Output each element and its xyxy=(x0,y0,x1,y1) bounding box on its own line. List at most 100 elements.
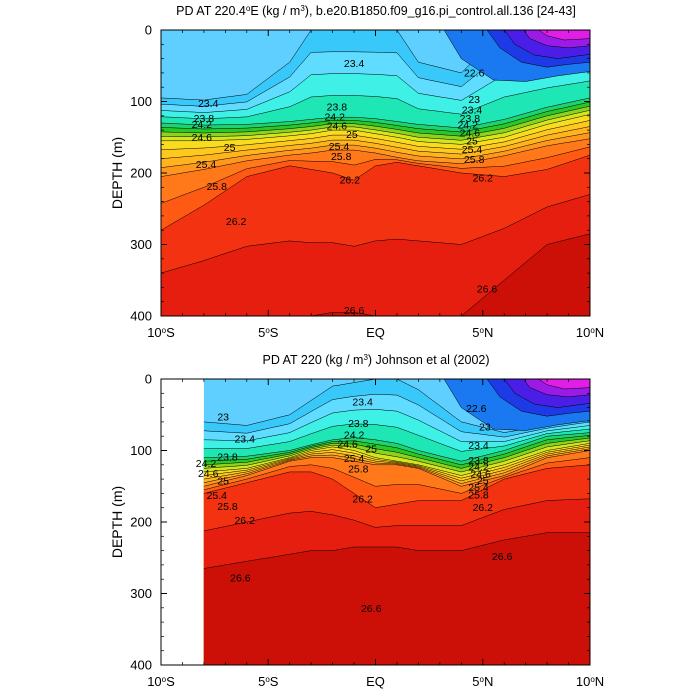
density-band xyxy=(161,233,590,316)
contour-label: 23.8 xyxy=(460,113,481,125)
contour-label: 23.8 xyxy=(194,113,215,125)
contour-label: 24.6 xyxy=(470,469,491,481)
contour-label: 25.8 xyxy=(464,154,485,166)
y-tick-label: 100 xyxy=(130,443,152,458)
contour-label: 24.6 xyxy=(337,439,358,451)
contour-label: 22.6 xyxy=(466,403,487,415)
chart-title: PD AT 220.4oE (kg / m3), b.e20.B1850.f09… xyxy=(176,4,576,19)
x-tick-label: EQ xyxy=(366,674,385,689)
contour-label: 24.6 xyxy=(327,120,348,132)
contour-field: 2323.423.824.224.62525.425.826.226.623.4… xyxy=(196,378,591,665)
isopycnal-line xyxy=(203,457,591,494)
contour-label: 24.2 xyxy=(344,429,365,441)
contour-label: 26.2 xyxy=(352,494,373,506)
y-tick-label: 400 xyxy=(130,658,152,673)
contour-label: 26.6 xyxy=(477,283,498,295)
isopycnal-line xyxy=(160,154,591,231)
contour-label: 23.4 xyxy=(462,105,483,117)
contour-label: 23 xyxy=(479,421,491,433)
axes: 10oS 5oS EQ 5oN 10oN 0 100 200 300 400 xyxy=(130,23,604,341)
contour-label: 25.4 xyxy=(207,490,228,502)
x-tick-label: 10oS xyxy=(147,674,175,689)
contour-label: 23.4 xyxy=(468,440,489,452)
model-density-panel: PD AT 220.4oE (kg / m3), b.e20.B1850.f09… xyxy=(109,4,604,341)
contour-label: 24.2 xyxy=(192,119,213,131)
contour-label: 25.4 xyxy=(462,144,483,156)
density-band xyxy=(203,532,590,665)
contour-label: 22.6 xyxy=(464,67,485,79)
isopycnal-line xyxy=(160,105,591,137)
observed-density-panel: PD AT 220 (kg / m3) Johnson et al (2002)… xyxy=(109,353,604,690)
isopycnal-line xyxy=(203,450,591,487)
y-tick-label: 300 xyxy=(130,237,152,252)
y-tick-label: 100 xyxy=(130,94,152,109)
isopycnal-line xyxy=(203,532,590,569)
contour-label: 26.6 xyxy=(492,551,513,563)
isopycnal-line xyxy=(203,440,591,473)
contour-label: 24.2 xyxy=(457,120,478,132)
contour-label: 26.6 xyxy=(344,305,365,317)
contour-label: 26.2 xyxy=(234,515,255,527)
y-tick-label: 0 xyxy=(145,372,152,387)
x-tick-label: 10oS xyxy=(147,325,175,340)
contour-label: 26.6 xyxy=(361,603,382,615)
isopycnal-line xyxy=(160,120,591,151)
contour-label: 23.4 xyxy=(234,434,255,446)
isopycnal-line xyxy=(160,132,591,168)
contour-label: 25.8 xyxy=(207,181,228,193)
contour-label: 23.8 xyxy=(327,102,348,114)
contour-label: 25.4 xyxy=(329,141,350,153)
contour-label: 25 xyxy=(466,135,478,147)
contour-label: 25 xyxy=(477,475,489,487)
density-band xyxy=(161,194,590,316)
x-tick-label: 10oN xyxy=(576,325,604,340)
y-axis-label: DEPTH (m) xyxy=(109,137,125,209)
contour-label: 24.2 xyxy=(324,112,345,124)
contour-label: 25.8 xyxy=(348,464,369,476)
contour-label: 25.8 xyxy=(217,501,238,513)
isopycnal-line xyxy=(203,444,591,479)
y-tick-label: 200 xyxy=(130,515,152,530)
contour-label: 26.2 xyxy=(473,502,494,514)
contour-label: 23.8 xyxy=(468,455,489,467)
y-tick-label: 400 xyxy=(130,309,152,324)
contour-label: 25 xyxy=(346,129,358,141)
contour-label: 25 xyxy=(217,476,229,488)
x-tick-label: 5oS xyxy=(258,325,279,340)
isopycnal-line xyxy=(160,101,591,133)
isopycnal-line xyxy=(160,138,591,177)
y-tick-label: 200 xyxy=(130,166,152,181)
contour-label: 24.2 xyxy=(196,458,217,470)
isopycnal-line xyxy=(203,393,591,438)
contour-label: 25.4 xyxy=(468,482,489,494)
x-tick-label: 10oN xyxy=(576,674,604,689)
contour-label: 24.6 xyxy=(198,468,219,480)
contour-label: 23.8 xyxy=(217,451,238,463)
contour-label: 24.6 xyxy=(460,128,481,140)
contour-label: 23.4 xyxy=(344,58,365,70)
contour-label: 23.4 xyxy=(198,98,219,110)
contour-label: 24.6 xyxy=(192,132,213,144)
y-axis-label: DEPTH (m) xyxy=(109,486,125,558)
isopycnal-line xyxy=(203,464,591,508)
contour-label: 25.8 xyxy=(468,489,489,501)
isopycnal-line xyxy=(160,126,591,159)
isopycnal-line xyxy=(161,114,591,145)
contour-label: 23.8 xyxy=(348,418,369,430)
contour-label: 26.6 xyxy=(230,572,251,584)
chart-title: PD AT 220 (kg / m3) Johnson et al (2002) xyxy=(262,353,489,368)
contour-label: 24.2 xyxy=(468,461,489,473)
contour-label: 26.2 xyxy=(473,173,494,185)
contour-label: 25.8 xyxy=(331,151,352,163)
isopycnal-line xyxy=(160,194,591,274)
isopycnal-line xyxy=(203,498,591,532)
contour-label: 23 xyxy=(217,411,229,423)
contour-label: 23 xyxy=(468,94,480,106)
contour-label: 26.2 xyxy=(340,175,361,187)
isopycnal-line xyxy=(203,432,591,462)
isopycnal-line xyxy=(160,80,591,120)
contour-field: 23.423.824.224.62525.425.826.223.423.824… xyxy=(160,29,591,317)
isopycnal-line xyxy=(160,97,591,129)
y-tick-label: 0 xyxy=(145,23,152,38)
